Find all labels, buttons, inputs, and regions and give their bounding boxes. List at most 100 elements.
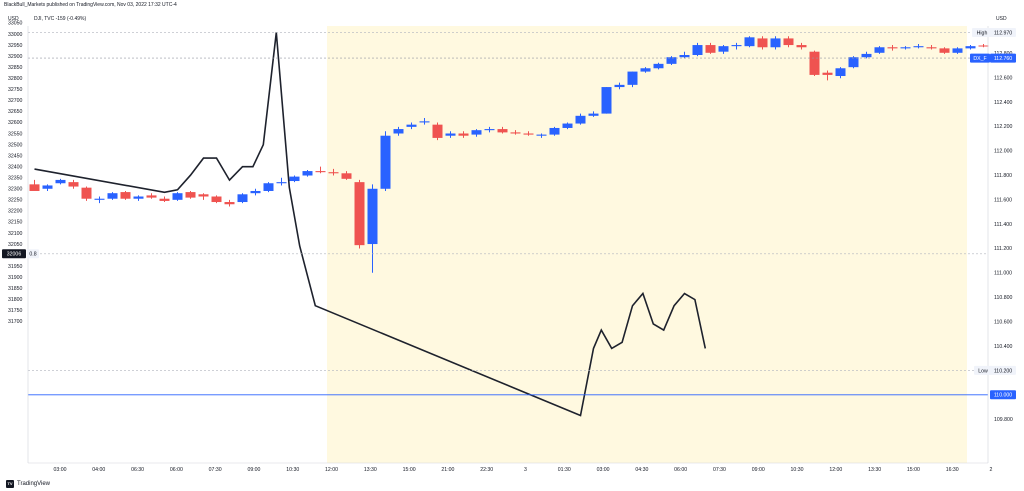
candle-body (484, 129, 495, 131)
time-tick-label: 04:00 (92, 467, 105, 473)
left-tick-label: 31800 (8, 297, 23, 303)
candle-body (185, 192, 196, 198)
candle-body (536, 134, 547, 136)
symbol-badge-bg (970, 53, 990, 63)
candle-body (822, 72, 833, 75)
candle-body (939, 48, 950, 53)
time-tick-label: 07:30 (713, 467, 726, 473)
time-tick-label: 01:30 (558, 467, 571, 473)
candle-body (94, 198, 105, 200)
left-tick-label: 32900 (8, 54, 23, 60)
left-tick-label: 32550 (8, 131, 23, 137)
time-tick-label: 09:00 (752, 467, 765, 473)
candle-body (315, 171, 326, 173)
right-tick-label: 109.800 (994, 417, 1013, 423)
right-tick-label: 111.000 (994, 271, 1012, 277)
time-tick-label: 12:00 (829, 467, 842, 473)
dji-candles (29, 36, 989, 273)
last-price-badge-bg (990, 53, 1016, 63)
dx-line-series (34, 32, 707, 417)
candle-body (744, 37, 755, 47)
time-tick-label: 15:00 (403, 467, 416, 473)
right-tick-label: 112.200 (994, 124, 1012, 130)
last-price-badge: 112.760 (990, 53, 1016, 63)
candle-body (471, 130, 482, 135)
candle-body (783, 38, 794, 46)
candle-body (276, 182, 287, 184)
low-word-badge-bg (974, 365, 992, 375)
candle-body (237, 194, 248, 203)
level-badge-bg (990, 390, 1016, 400)
candle-body (653, 63, 664, 69)
candle-body (705, 45, 716, 53)
candle-body (393, 129, 404, 134)
candle-body (913, 46, 924, 48)
left-tick-label: 32400 (8, 164, 23, 170)
left-change-badge-text: 0.8 (29, 252, 36, 258)
left-tick-label: 33050 (8, 21, 23, 27)
time-tick-label: 10:30 (791, 467, 804, 473)
symbol-change-label: DJI, TVC -159 (-0.49%) (34, 16, 87, 22)
candle-body (575, 115, 586, 124)
tradingview-branding[interactable]: TV TradingView (6, 480, 50, 488)
left-tick-label: 31750 (8, 308, 23, 314)
candle-body (835, 68, 846, 77)
last-price-badge-text: 112.760 (994, 56, 1012, 62)
right-axis-unit: USD (996, 16, 1007, 22)
high-word-badge: High (972, 27, 992, 37)
candle-body (159, 198, 170, 201)
candle-body (614, 84, 625, 88)
candle-body (861, 53, 872, 58)
low-value-badge: 110.200 (990, 365, 1016, 375)
time-tick-label: 13:30 (364, 467, 377, 473)
candle-body (900, 47, 911, 49)
left-price-badge: 32006 (2, 249, 26, 259)
candle-body (198, 194, 209, 197)
candle-body (328, 172, 339, 174)
left-price-badge-bg (2, 249, 26, 259)
price-badges: High 112.970 DX_F 112.760 Low 110.200 110.000 3… (2, 27, 1016, 400)
candle-body (29, 184, 40, 191)
tradingview-logo-icon: TV (6, 480, 14, 488)
right-tick-label: 111.400 (994, 222, 1012, 228)
candle-body (172, 193, 183, 200)
right-tick-label: 110.600 (994, 319, 1012, 325)
candle-body (796, 45, 807, 48)
candle-body (211, 196, 222, 203)
time-tick-label: 06:30 (131, 467, 144, 473)
symbol-badge-text: DX_F (973, 56, 986, 62)
high-word-badge-bg (972, 27, 992, 37)
session-shading (327, 26, 967, 463)
left-tick-label: 32150 (8, 220, 23, 226)
high-value-badge-text: 112.970 (994, 30, 1012, 36)
candle-body (887, 47, 898, 49)
candle-body (523, 133, 534, 135)
publish-info: BlackBull_Markets published on TradingVi… (4, 2, 177, 8)
candle-body (848, 57, 859, 68)
candle-body (731, 45, 742, 47)
time-axis[interactable]: 03:00 04:00 06:30 06:00 07:30 09:00 10:30 12:00… (28, 462, 993, 473)
time-tick-label: 09:00 (247, 467, 260, 473)
high-value-badge-bg (990, 27, 1016, 37)
candle-body (926, 47, 937, 49)
reference-lines (28, 32, 988, 396)
candle-body (965, 46, 976, 49)
time-tick-label: 15:00 (907, 467, 920, 473)
candle-body (497, 129, 508, 133)
time-tick-label: 10:30 (286, 467, 299, 473)
candle-body (81, 187, 92, 199)
time-tick-label: 21:00 (441, 467, 454, 473)
left-change-badge-bg (27, 249, 39, 259)
time-tick-label: 16:30 (946, 467, 959, 473)
left-tick-label: 32100 (8, 231, 23, 237)
left-price-axis[interactable]: 33050 33000 32950 32900 32850 32800 32750 32700… (8, 21, 29, 463)
left-price-badge-text: 32006 (7, 252, 22, 258)
high-word-badge-text: High (977, 30, 988, 36)
right-tick-label: 111.600 (994, 197, 1012, 203)
left-tick-label: 32500 (8, 142, 23, 148)
time-tick-label: 07:30 (209, 467, 222, 473)
time-tick-label: 12:00 (325, 467, 338, 473)
candle-body (692, 45, 703, 56)
candle-body (55, 179, 66, 184)
